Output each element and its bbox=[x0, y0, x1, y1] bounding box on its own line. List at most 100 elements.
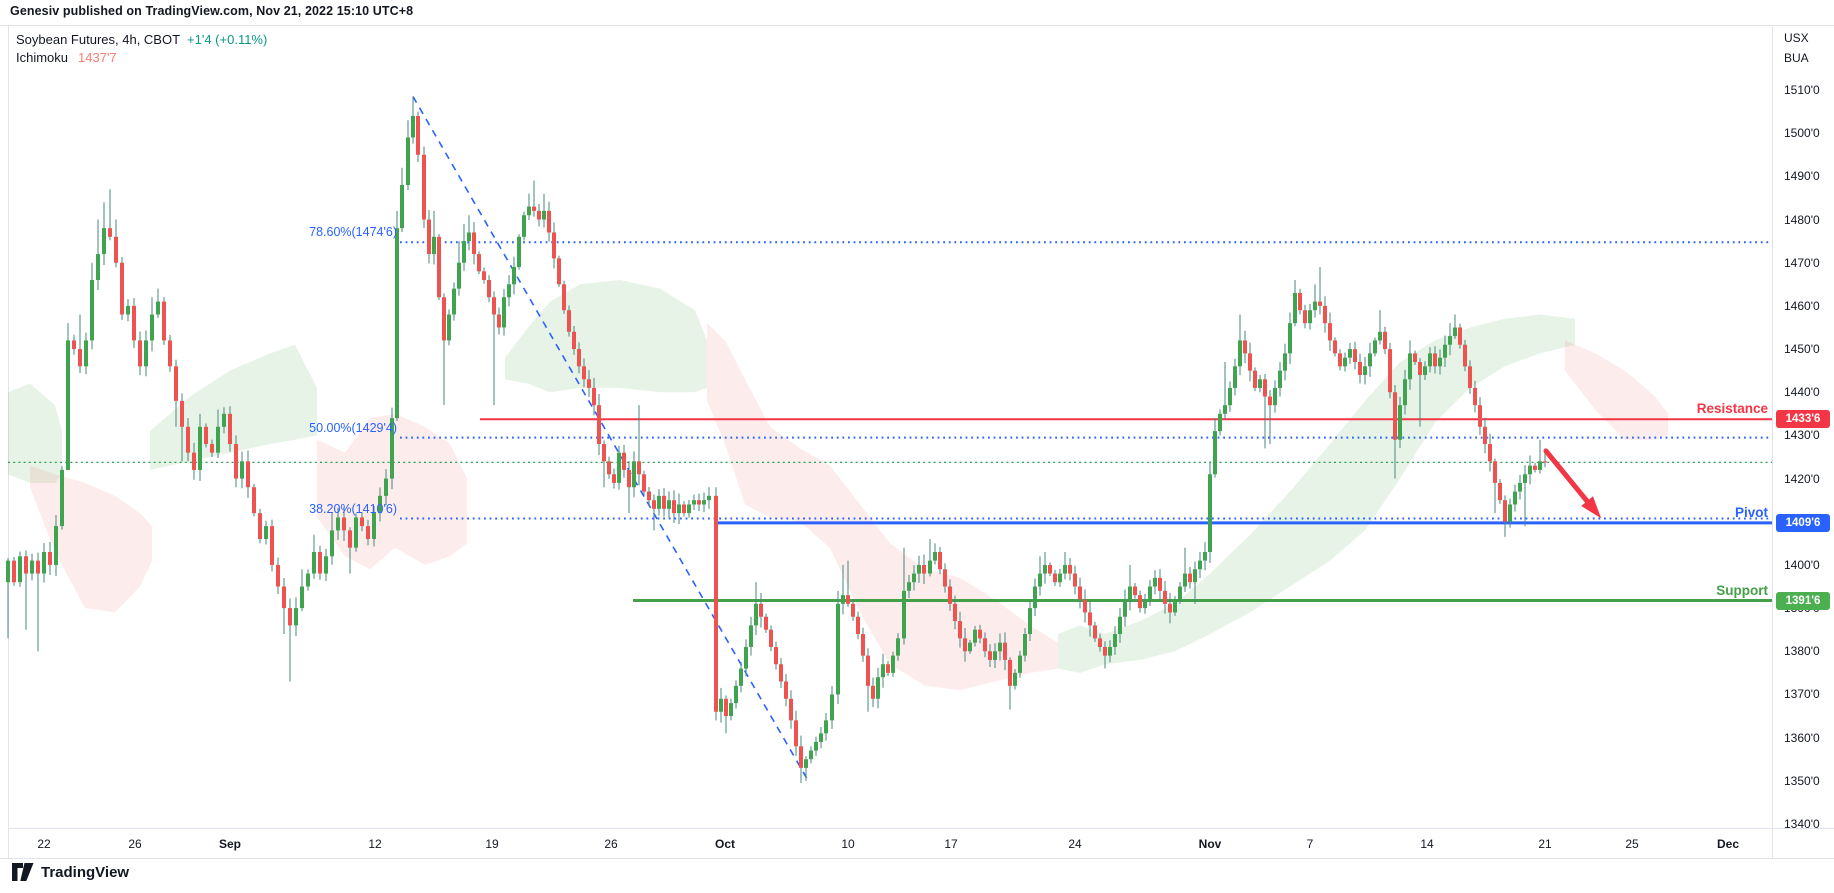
candle-body bbox=[360, 517, 364, 527]
time-tick-label: 10 bbox=[841, 837, 855, 851]
candle-body bbox=[744, 646, 748, 669]
candle-body bbox=[400, 184, 404, 229]
candle-body bbox=[819, 733, 823, 742]
fib-level-label[interactable]: 78.60%(1474'6) bbox=[309, 225, 397, 240]
fib-retracement-drawing[interactable] bbox=[400, 96, 1772, 780]
candle-body bbox=[824, 720, 828, 734]
candle-body bbox=[602, 444, 606, 462]
candle-body bbox=[507, 284, 511, 298]
candle-body bbox=[1413, 353, 1417, 363]
candle-body bbox=[1133, 586, 1137, 596]
candle-body bbox=[784, 681, 788, 699]
candle-body bbox=[707, 495, 711, 501]
candle-body bbox=[912, 573, 916, 583]
price-tick-label: 1350'0 bbox=[1784, 773, 1820, 788]
candle-body bbox=[928, 560, 932, 574]
candle-body bbox=[1198, 560, 1202, 570]
candle-body bbox=[804, 759, 808, 768]
candle-body bbox=[1378, 331, 1382, 341]
candle-body bbox=[36, 560, 40, 574]
candle-body bbox=[258, 513, 262, 540]
candlestick-series[interactable] bbox=[6, 96, 1547, 783]
candle-body bbox=[1213, 431, 1217, 475]
candle-body bbox=[1443, 344, 1447, 358]
candle-body bbox=[150, 314, 154, 341]
candle-body bbox=[96, 254, 100, 280]
candle-body bbox=[1148, 586, 1152, 600]
candle-body bbox=[1043, 564, 1047, 574]
symbol-legend-row[interactable]: Soybean Futures, 4h, CBOT +1'4 (+0.11%) bbox=[16, 31, 267, 49]
candle-body bbox=[1463, 344, 1467, 367]
candle-body bbox=[881, 664, 885, 678]
time-tick-label: 26 bbox=[128, 837, 142, 851]
candle-body bbox=[138, 340, 142, 367]
candle-body bbox=[1103, 646, 1107, 656]
support-label[interactable]: Support bbox=[1716, 582, 1768, 598]
candle-body bbox=[1318, 301, 1322, 306]
candle-body bbox=[998, 642, 1002, 652]
candle-body bbox=[1063, 564, 1067, 574]
candle-body bbox=[789, 698, 793, 721]
time-tick-label: 14 bbox=[1420, 837, 1434, 851]
candle-body bbox=[1018, 655, 1022, 673]
tradingview-logo[interactable]: TradingView bbox=[12, 863, 129, 882]
price-tick-label: 1370'0 bbox=[1784, 687, 1820, 702]
candle-body bbox=[457, 262, 461, 289]
candle-body bbox=[522, 215, 526, 237]
candle-body bbox=[1533, 465, 1537, 470]
candle-body bbox=[734, 685, 738, 704]
candle-body bbox=[749, 625, 753, 647]
resistance-label[interactable]: Resistance bbox=[1696, 401, 1768, 417]
price-tick-label: 1400'0 bbox=[1784, 557, 1820, 572]
candle-body bbox=[943, 569, 947, 587]
candle-body bbox=[876, 677, 880, 699]
candle-body bbox=[1248, 353, 1252, 371]
candle-body bbox=[395, 228, 399, 419]
candle-body bbox=[866, 655, 870, 686]
chart-frame bbox=[0, 25, 1834, 859]
candle-body bbox=[1523, 474, 1527, 483]
bearish-arrow-drawing[interactable] bbox=[1543, 448, 1602, 519]
candle-body bbox=[234, 444, 238, 479]
candle-body bbox=[1053, 573, 1057, 583]
candle-body bbox=[1203, 551, 1207, 561]
candle-body bbox=[1538, 461, 1542, 470]
fib-level-label[interactable]: 50.00%(1429'4) bbox=[309, 420, 397, 435]
candle-body bbox=[682, 504, 686, 514]
price-tick-label: 1430'0 bbox=[1784, 428, 1820, 443]
candle-body bbox=[1433, 353, 1437, 367]
candle-body bbox=[216, 426, 220, 453]
candle-body bbox=[1518, 482, 1522, 492]
candle-body bbox=[836, 603, 840, 695]
candle-body bbox=[1393, 392, 1397, 440]
candle-body bbox=[1123, 599, 1127, 617]
candle-body bbox=[861, 634, 865, 656]
candle-body bbox=[452, 288, 456, 315]
candle-body bbox=[252, 487, 256, 514]
candle-body bbox=[769, 629, 773, 647]
indicator-legend-row[interactable]: Ichimoku 1437'7 bbox=[16, 49, 267, 67]
ichimoku-cloud-green bbox=[1058, 314, 1575, 673]
candle-body bbox=[687, 504, 691, 514]
candle-body bbox=[1223, 405, 1227, 414]
chart-legend[interactable]: Soybean Futures, 4h, CBOT +1'4 (+0.11%) I… bbox=[16, 31, 267, 67]
candle-body bbox=[246, 461, 250, 488]
fib-level-label[interactable]: 38.20%(1410'6) bbox=[309, 501, 397, 516]
pivot-label[interactable]: Pivot bbox=[1734, 504, 1768, 520]
candle-body bbox=[1168, 603, 1172, 613]
candle-body bbox=[963, 638, 967, 652]
candle-body bbox=[1458, 327, 1462, 345]
tradingview-logo-icon bbox=[12, 863, 34, 881]
candle-body bbox=[851, 603, 855, 617]
price-tick-label: 1340'0 bbox=[1784, 816, 1820, 831]
candle-body bbox=[210, 444, 214, 453]
candle-body bbox=[411, 115, 415, 138]
candle-body bbox=[799, 746, 803, 768]
candle-body bbox=[724, 698, 728, 717]
candle-body bbox=[948, 586, 952, 604]
candle-body bbox=[1383, 331, 1387, 350]
candle-body bbox=[1163, 590, 1167, 604]
candle-body bbox=[168, 340, 172, 367]
candle-body bbox=[1448, 336, 1452, 345]
